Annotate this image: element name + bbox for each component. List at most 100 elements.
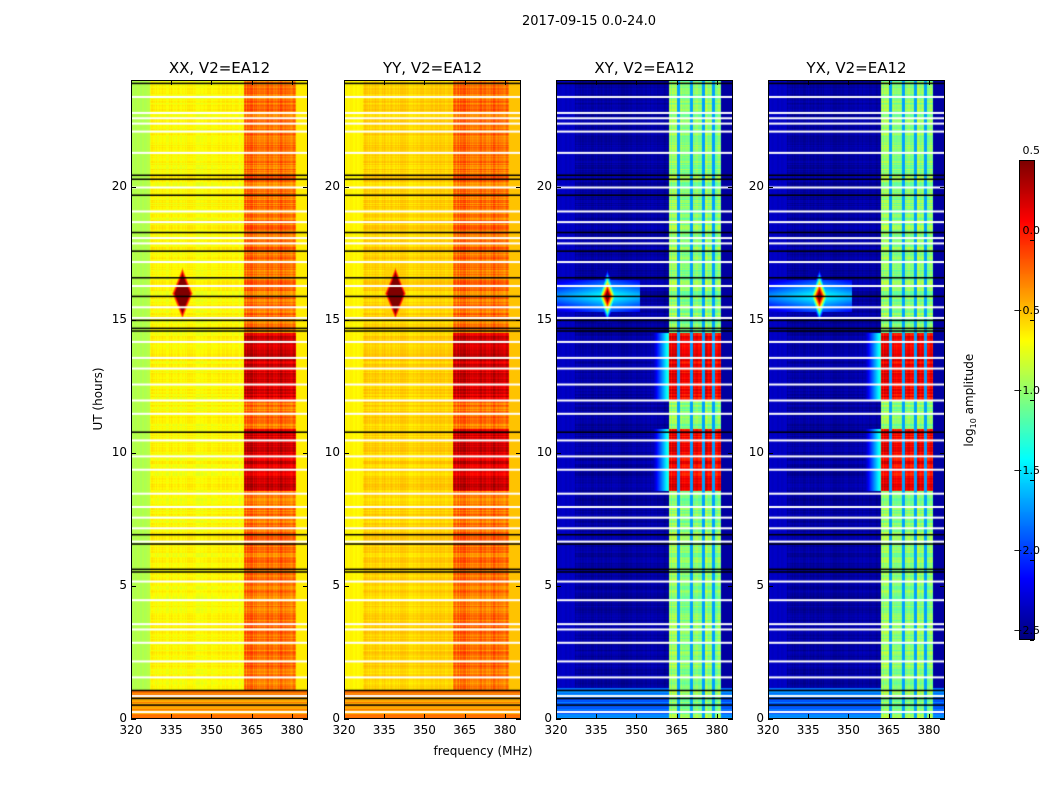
x-tick — [716, 714, 718, 719]
x-tick — [171, 714, 173, 719]
x-tick — [384, 80, 386, 85]
y-tick — [768, 319, 773, 321]
x-tick-label: 350 — [837, 723, 860, 737]
y-tick-label: 0 — [544, 711, 552, 725]
colorbar-gradient — [1020, 161, 1034, 639]
y-tick — [940, 319, 945, 321]
x-tick — [676, 714, 678, 719]
x-tick — [888, 714, 890, 719]
y-tick-label: 15 — [536, 311, 552, 326]
x-tick — [636, 714, 638, 719]
x-tick — [464, 714, 466, 719]
colorbar-tick-label: −2.5 — [1013, 624, 1040, 637]
x-tick — [596, 80, 598, 85]
y-tick — [728, 319, 733, 321]
y-tick-label: 5 — [119, 577, 127, 592]
y-tick — [556, 319, 561, 321]
x-tick — [848, 714, 850, 719]
y-tick-label: 10 — [111, 444, 127, 459]
x-tick — [211, 80, 213, 85]
y-tick — [556, 719, 561, 720]
panel-title: XX, V2=EA12 — [168, 59, 271, 77]
x-tick — [384, 714, 386, 719]
y-tick — [131, 719, 136, 720]
x-tick — [251, 714, 253, 719]
colorbar-tick — [1030, 480, 1034, 481]
y-tick — [940, 186, 945, 188]
heatmap-cells — [557, 81, 732, 718]
y-tick — [728, 585, 733, 587]
x-tick — [424, 80, 426, 85]
y-tick — [728, 186, 733, 188]
y-tick — [516, 719, 521, 720]
heatmap-panel-2 — [344, 80, 521, 719]
x-tick — [131, 80, 132, 85]
x-tick-label: 320 — [332, 723, 356, 737]
y-tick — [131, 319, 136, 321]
x-tick — [716, 80, 718, 85]
x-tick — [596, 714, 598, 719]
colorbar-tick — [1030, 640, 1034, 641]
x-tick — [344, 80, 345, 85]
heatmap-panel-1 — [131, 80, 308, 719]
y-tick — [303, 186, 308, 188]
y-tick — [131, 186, 136, 188]
heatmap-cells — [132, 81, 307, 718]
y-tick — [768, 719, 773, 720]
x-tick — [556, 80, 557, 85]
y-tick-label: 15 — [324, 311, 340, 326]
x-tick-label: 365 — [240, 723, 264, 737]
x-tick — [768, 714, 769, 719]
panel-title: YX, V2=EA12 — [806, 59, 907, 77]
x-tick-label: 335 — [159, 723, 183, 737]
y-tick-label: 10 — [536, 444, 552, 459]
y-tick — [131, 585, 136, 587]
x-tick — [768, 80, 769, 85]
x-tick — [888, 80, 890, 85]
x-tick — [636, 80, 638, 85]
y-tick — [516, 319, 521, 321]
x-tick-label: 320 — [119, 723, 143, 737]
x-tick — [504, 80, 506, 85]
x-tick-label: 350 — [625, 723, 648, 737]
colorbar-tick-label: −1.0 — [1013, 384, 1040, 397]
heatmap-panel-3 — [556, 80, 733, 719]
x-tick-label: 320 — [756, 723, 780, 737]
y-tick-label: 0 — [332, 711, 340, 725]
y-tick-label: 20 — [748, 178, 764, 193]
x-tick — [928, 80, 930, 85]
x-tick — [848, 80, 850, 85]
x-tick — [171, 80, 173, 85]
heatmap-cells — [769, 81, 944, 718]
y-tick — [131, 452, 136, 454]
y-tick — [344, 719, 349, 720]
y-tick-label: 5 — [332, 577, 340, 592]
x-tick-label: 350 — [200, 723, 223, 737]
y-tick-label: 10 — [748, 444, 764, 459]
colorbar-tick-label: 0.0 — [1022, 224, 1041, 237]
y-tick-label: 10 — [324, 444, 340, 459]
x-tick — [556, 714, 557, 719]
y-tick-label: 5 — [756, 577, 764, 592]
colorbar-tick — [1030, 320, 1034, 321]
x-tick — [424, 714, 426, 719]
y-tick — [556, 186, 561, 188]
heatmap-cells — [345, 81, 520, 718]
x-tick-label: 380 — [280, 723, 304, 737]
y-tick-label: 20 — [536, 178, 552, 193]
y-axis-label: UT (hours) — [91, 367, 105, 431]
x-tick — [344, 714, 345, 719]
colorbar — [1019, 160, 1035, 640]
colorbar-tick — [1030, 560, 1034, 561]
x-tick-label: 335 — [796, 723, 820, 737]
x-tick — [291, 714, 293, 719]
x-tick-label: 365 — [453, 723, 477, 737]
x-tick-label: 380 — [493, 723, 517, 737]
y-tick — [556, 585, 561, 587]
figure-title: 2017-09-15 0.0-24.0 — [522, 14, 656, 29]
x-tick — [928, 714, 930, 719]
y-tick — [556, 452, 561, 454]
y-tick — [303, 319, 308, 321]
y-tick-label: 5 — [544, 577, 552, 592]
panel-title: XY, V2=EA12 — [594, 59, 695, 77]
